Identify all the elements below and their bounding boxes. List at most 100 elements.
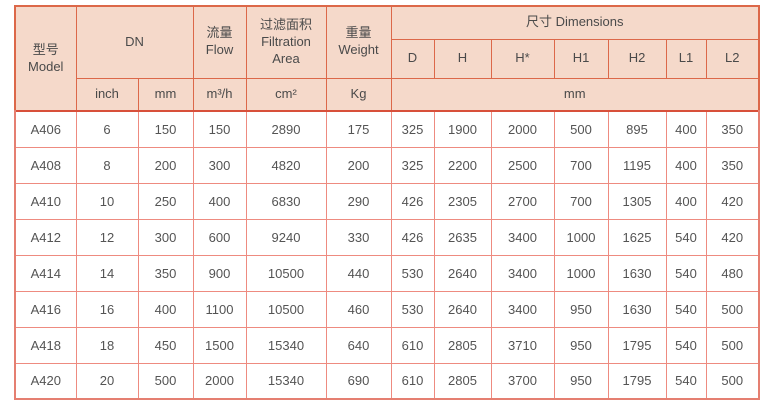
unit-dimensions-mm: mm	[390, 77, 760, 112]
specification-table: 型号 Model DN 流量 Flow 过滤面积 Filtration Area…	[14, 5, 760, 400]
unit-inch: inch	[75, 77, 139, 112]
area-label-en2: Area	[272, 50, 300, 66]
value-cell: 500	[705, 326, 760, 364]
col-header-model: 型号 Model	[14, 5, 77, 112]
value-cell: 1630	[607, 290, 667, 328]
value-cell: 290	[325, 182, 392, 220]
value-cell: 1630	[607, 254, 667, 292]
col-header-filtration-area: 过滤面积 Filtration Area	[245, 5, 327, 79]
value-cell: 2805	[433, 326, 492, 364]
value-cell: 12	[75, 218, 139, 256]
value-cell: 1000	[553, 218, 609, 256]
value-cell: 1500	[192, 326, 247, 364]
col-header-dn: DN	[75, 5, 194, 79]
value-cell: 8	[75, 146, 139, 184]
value-cell: 950	[553, 362, 609, 400]
value-cell: 1900	[433, 110, 492, 148]
value-cell: 400	[665, 146, 707, 184]
value-cell: 2640	[433, 290, 492, 328]
value-cell: 2500	[490, 146, 555, 184]
area-label-en1: Filtration	[261, 33, 311, 49]
value-cell: 2000	[490, 110, 555, 148]
header-row-units: inch mm m³/h cm² Kg mm	[15, 77, 760, 112]
value-cell: 350	[705, 146, 760, 184]
flow-label-zh: 流量	[206, 25, 233, 41]
value-cell: 426	[390, 218, 435, 256]
value-cell: 500	[705, 362, 760, 400]
col-header-h-star: H*	[490, 38, 555, 79]
value-cell: 20	[75, 362, 139, 400]
value-cell: 440	[325, 254, 392, 292]
value-cell: 18	[75, 326, 139, 364]
value-cell: 3400	[490, 254, 555, 292]
header-row-2: D H H* H1 H2 L1 L2	[15, 38, 760, 79]
value-cell: 300	[192, 146, 247, 184]
value-cell: 460	[325, 290, 392, 328]
model-label-zh: 型号	[32, 41, 59, 57]
model-cell: A414	[14, 254, 77, 292]
weight-label-en: Weight	[338, 42, 379, 58]
value-cell: 426	[390, 182, 435, 220]
table-row: A410 10 250 400 6830 290 426 2305 2700 700 1305 400…	[14, 182, 760, 220]
value-cell: 1000	[553, 254, 609, 292]
value-cell: 950	[553, 326, 609, 364]
value-cell: 14	[75, 254, 139, 292]
value-cell: 3400	[490, 290, 555, 328]
value-cell: 500	[137, 362, 194, 400]
value-cell: 400	[192, 182, 247, 220]
value-cell: 400	[665, 182, 707, 220]
value-cell: 300	[137, 218, 194, 256]
value-cell: 895	[607, 110, 667, 148]
value-cell: 2805	[433, 362, 492, 400]
value-cell: 3700	[490, 362, 555, 400]
value-cell: 900	[192, 254, 247, 292]
value-cell: 10500	[245, 254, 327, 292]
value-cell: 200	[137, 146, 194, 184]
value-cell: 500	[553, 110, 609, 148]
value-cell: 420	[705, 182, 760, 220]
col-header-d: D	[390, 38, 435, 79]
unit-mm: mm	[137, 77, 194, 112]
value-cell: 600	[192, 218, 247, 256]
value-cell: 700	[553, 146, 609, 184]
value-cell: 1795	[607, 362, 667, 400]
value-cell: 610	[390, 362, 435, 400]
model-cell: A410	[14, 182, 77, 220]
value-cell: 540	[665, 326, 707, 364]
value-cell: 2000	[192, 362, 247, 400]
col-header-flow: 流量 Flow	[192, 5, 247, 79]
value-cell: 3400	[490, 218, 555, 256]
flow-label-en: Flow	[205, 42, 234, 58]
value-cell: 1100	[192, 290, 247, 328]
area-label-zh: 过滤面积	[259, 16, 312, 32]
model-cell: A412	[14, 218, 77, 256]
table-row: A406 6 150 150 2890 175 325 1900 2000 500 895 400 35…	[14, 110, 760, 148]
col-header-l2: L2	[705, 38, 760, 79]
value-cell: 420	[705, 218, 760, 256]
value-cell: 540	[665, 290, 707, 328]
value-cell: 6	[75, 110, 139, 148]
value-cell: 400	[137, 290, 194, 328]
model-label-en: Model	[28, 58, 64, 74]
value-cell: 950	[553, 290, 609, 328]
value-cell: 690	[325, 362, 392, 400]
value-cell: 2890	[245, 110, 327, 148]
value-cell: 2305	[433, 182, 492, 220]
col-header-l1: L1	[665, 38, 707, 79]
col-header-h1: H1	[553, 38, 609, 79]
value-cell: 2640	[433, 254, 492, 292]
value-cell: 150	[192, 110, 247, 148]
weight-label-zh: 重量	[345, 25, 372, 41]
value-cell: 200	[325, 146, 392, 184]
value-cell: 400	[665, 110, 707, 148]
model-cell: A420	[14, 362, 77, 400]
value-cell: 1195	[607, 146, 667, 184]
col-header-h2: H2	[607, 38, 667, 79]
col-header-weight: 重量 Weight	[325, 5, 392, 79]
value-cell: 250	[137, 182, 194, 220]
value-cell: 2200	[433, 146, 492, 184]
value-cell: 530	[390, 290, 435, 328]
value-cell: 500	[705, 290, 760, 328]
value-cell: 350	[705, 110, 760, 148]
value-cell: 540	[665, 254, 707, 292]
